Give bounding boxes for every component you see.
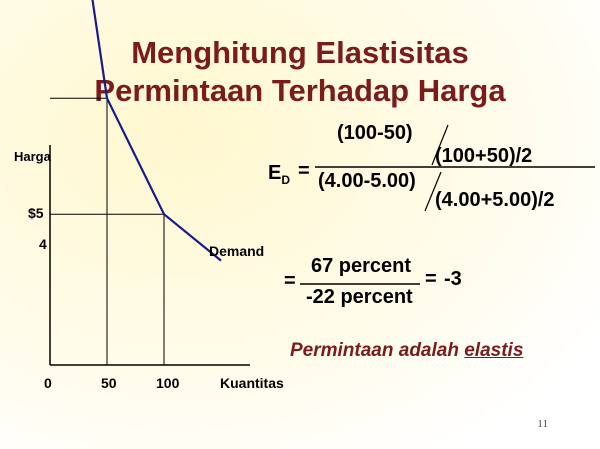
ed-symbol: ED [268,162,291,187]
equals-sign-3: = [425,268,437,290]
numerator-bottom: (100+50)/2 [435,145,533,167]
title-line-1: Menghitung Elastisitas [131,35,469,70]
conclusion-prefix: Permintaan adalah [290,340,465,361]
slash-top [431,124,449,166]
conclusion-text: Permintaan adalah elastis [290,340,523,362]
y-axis-label: Harga [14,149,52,164]
x-tick-label-2: 100 [156,375,180,391]
fraction-top: 67 percent [311,255,412,277]
fraction-bottom: -22 percent [306,286,413,308]
conclusion-emphasis: elastis [464,340,524,361]
x-axis-label: Kuantitas [220,375,284,391]
denominator-top: (4.00-5.00) [318,170,416,192]
y-tick-label-0: $5 [28,205,44,221]
series-label-demand: Demand [209,243,264,259]
result-value: -3 [444,268,462,290]
numerator-top: (100-50) [337,122,413,144]
x-tick-label-0: 0 [44,375,52,391]
equals-sign-1: = [298,160,310,182]
denominator-bottom: (4.00+5.00)/2 [435,189,555,211]
page-number: 11 [537,418,548,430]
equals-sign-2: = [284,270,296,292]
y-tick-label-1: 4 [39,236,47,252]
title-line-2: Permintaan Terhadap Harga [94,73,506,108]
x-tick-label-1: 50 [101,375,117,391]
slide-title: Menghitung Elastisitas Permintaan Terhad… [0,34,600,110]
slash-bottom [424,171,442,212]
demand-curve [91,0,222,262]
